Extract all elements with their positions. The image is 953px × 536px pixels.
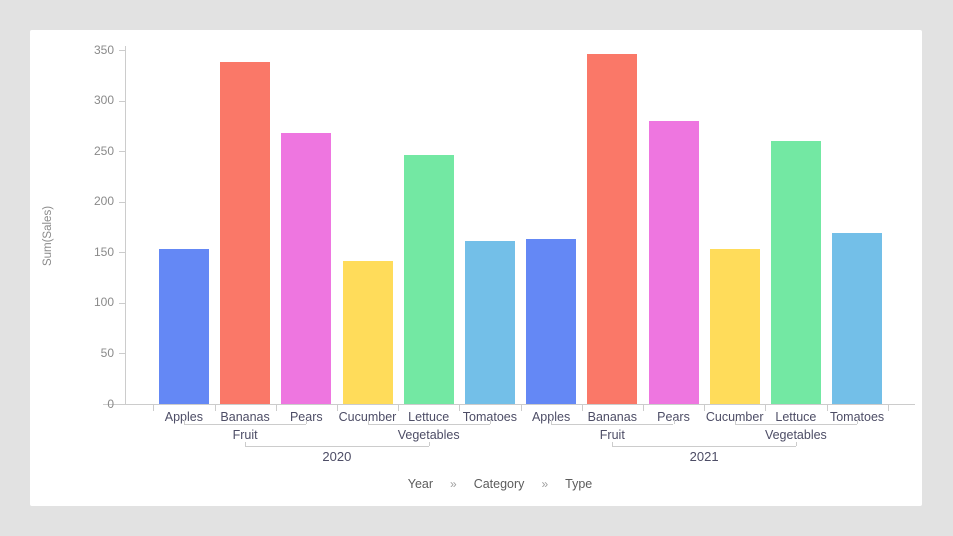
bar-2020-cucumber[interactable] — [342, 261, 393, 404]
y-tick-label: 350 — [93, 43, 114, 57]
x-tick-mark — [642, 405, 644, 411]
type-label-2021-cucumber: Cucumber — [705, 410, 764, 424]
bar-2020-bananas[interactable] — [220, 62, 271, 404]
type-label-2020-lettuce: Lettuce — [408, 410, 450, 424]
type-label-2020-pears: Pears — [289, 410, 323, 424]
breadcrumb-level-type[interactable]: Type — [565, 477, 593, 491]
y-tick-mark — [119, 101, 125, 102]
y-tick-label: 300 — [93, 93, 114, 107]
year-bracket-riser — [795, 442, 797, 446]
plot-area: 0 50 100 150 200 250 300 350 Apples Bananas Pears F… — [30, 30, 922, 506]
type-label-2020-tomatoes: Tomatoes — [462, 410, 517, 424]
axis-hierarchy-breadcrumb: Year » Category » Type — [240, 476, 760, 492]
x-tick-mark — [153, 405, 155, 411]
year-bracket-riser — [428, 442, 430, 446]
bar-2021-cucumber[interactable] — [709, 249, 760, 404]
breadcrumb-separator-icon: » — [450, 477, 457, 491]
x-tick-mark — [704, 405, 706, 411]
x-tick-mark — [520, 405, 522, 411]
x-tick-mark — [398, 405, 400, 411]
y-tick-mark — [119, 353, 125, 354]
y-tick-mark — [119, 252, 125, 253]
breadcrumb-separator-icon: » — [541, 477, 549, 491]
x-tick-mark — [275, 405, 277, 411]
year-bracket-riser — [245, 442, 247, 446]
bar-2021-apples[interactable] — [526, 239, 577, 404]
y-tick-mark — [119, 151, 125, 152]
type-label-2021-lettuce: Lettuce — [775, 410, 817, 424]
bar-2021-bananas[interactable] — [587, 54, 638, 404]
category-bracket-riser — [489, 420, 491, 424]
category-bracket-riser — [734, 420, 736, 424]
y-tick-label: 200 — [93, 194, 114, 208]
category-bracket-riser — [673, 420, 675, 424]
year-label-2020: 2020 — [322, 449, 352, 464]
y-tick-mark — [119, 404, 125, 405]
x-tick-mark — [214, 405, 216, 411]
category-bracket-line — [734, 424, 858, 425]
x-axis-line — [103, 404, 915, 405]
type-label-2020-apples: Apples — [164, 410, 203, 424]
category-label-2021-vegetables: Vegetables — [764, 428, 827, 442]
category-label-2020-fruit: Fruit — [232, 428, 258, 442]
bar-2020-pears[interactable] — [281, 132, 332, 404]
chart-card: Sum(Sales) 0 50 100 150 200 250 300 350 Apples Ba… — [30, 30, 922, 506]
x-tick-mark — [581, 405, 583, 411]
y-tick-label: 0 — [107, 397, 114, 411]
type-label-2021-tomatoes: Tomatoes — [829, 410, 885, 424]
year-bracket-line — [612, 446, 796, 447]
y-tick-label: 150 — [93, 245, 114, 259]
breadcrumb-level-year[interactable]: Year — [407, 477, 434, 491]
category-label-2020-vegetables: Vegetables — [397, 428, 460, 442]
bar-2021-pears[interactable] — [648, 120, 699, 404]
category-bracket-riser — [306, 420, 308, 424]
y-tick-label: 250 — [93, 144, 114, 158]
type-label-2021-bananas: Bananas — [587, 410, 637, 424]
category-bracket-riser — [367, 420, 369, 424]
x-tick-mark — [459, 405, 461, 411]
y-tick-mark — [119, 303, 125, 304]
x-tick-mark — [826, 405, 828, 411]
category-bracket-line — [183, 424, 307, 425]
type-label-2020-cucumber: Cucumber — [338, 410, 397, 424]
year-bracket-line — [245, 446, 429, 447]
bar-2021-tomatoes[interactable] — [832, 233, 883, 404]
bar-2021-lettuce[interactable] — [770, 141, 821, 404]
bar-2020-apples[interactable] — [158, 249, 209, 404]
y-tick-label: 50 — [100, 346, 114, 360]
category-bracket-riser — [551, 420, 553, 424]
breadcrumb-level-category[interactable]: Category — [473, 477, 525, 491]
type-label-2020-bananas: Bananas — [220, 410, 270, 424]
y-axis-line — [125, 46, 126, 404]
category-bracket-riser — [857, 420, 859, 424]
year-bracket-riser — [612, 442, 614, 446]
bar-2020-lettuce[interactable] — [403, 155, 454, 404]
x-tick-mark — [765, 405, 767, 411]
y-tick-mark — [119, 202, 125, 203]
category-bracket-riser — [183, 420, 185, 424]
category-bracket-line — [367, 424, 490, 425]
y-tick-label: 100 — [93, 295, 114, 309]
x-tick-mark — [887, 405, 889, 411]
type-label-2021-pears: Pears — [657, 410, 690, 424]
x-tick-mark — [336, 405, 338, 411]
category-bracket-line — [551, 424, 674, 425]
y-tick-mark — [119, 50, 125, 51]
bar-2020-tomatoes[interactable] — [464, 241, 515, 404]
year-label-2021: 2021 — [689, 449, 719, 464]
category-label-2021-fruit: Fruit — [599, 428, 625, 442]
type-label-2021-apples: Apples — [531, 410, 571, 424]
